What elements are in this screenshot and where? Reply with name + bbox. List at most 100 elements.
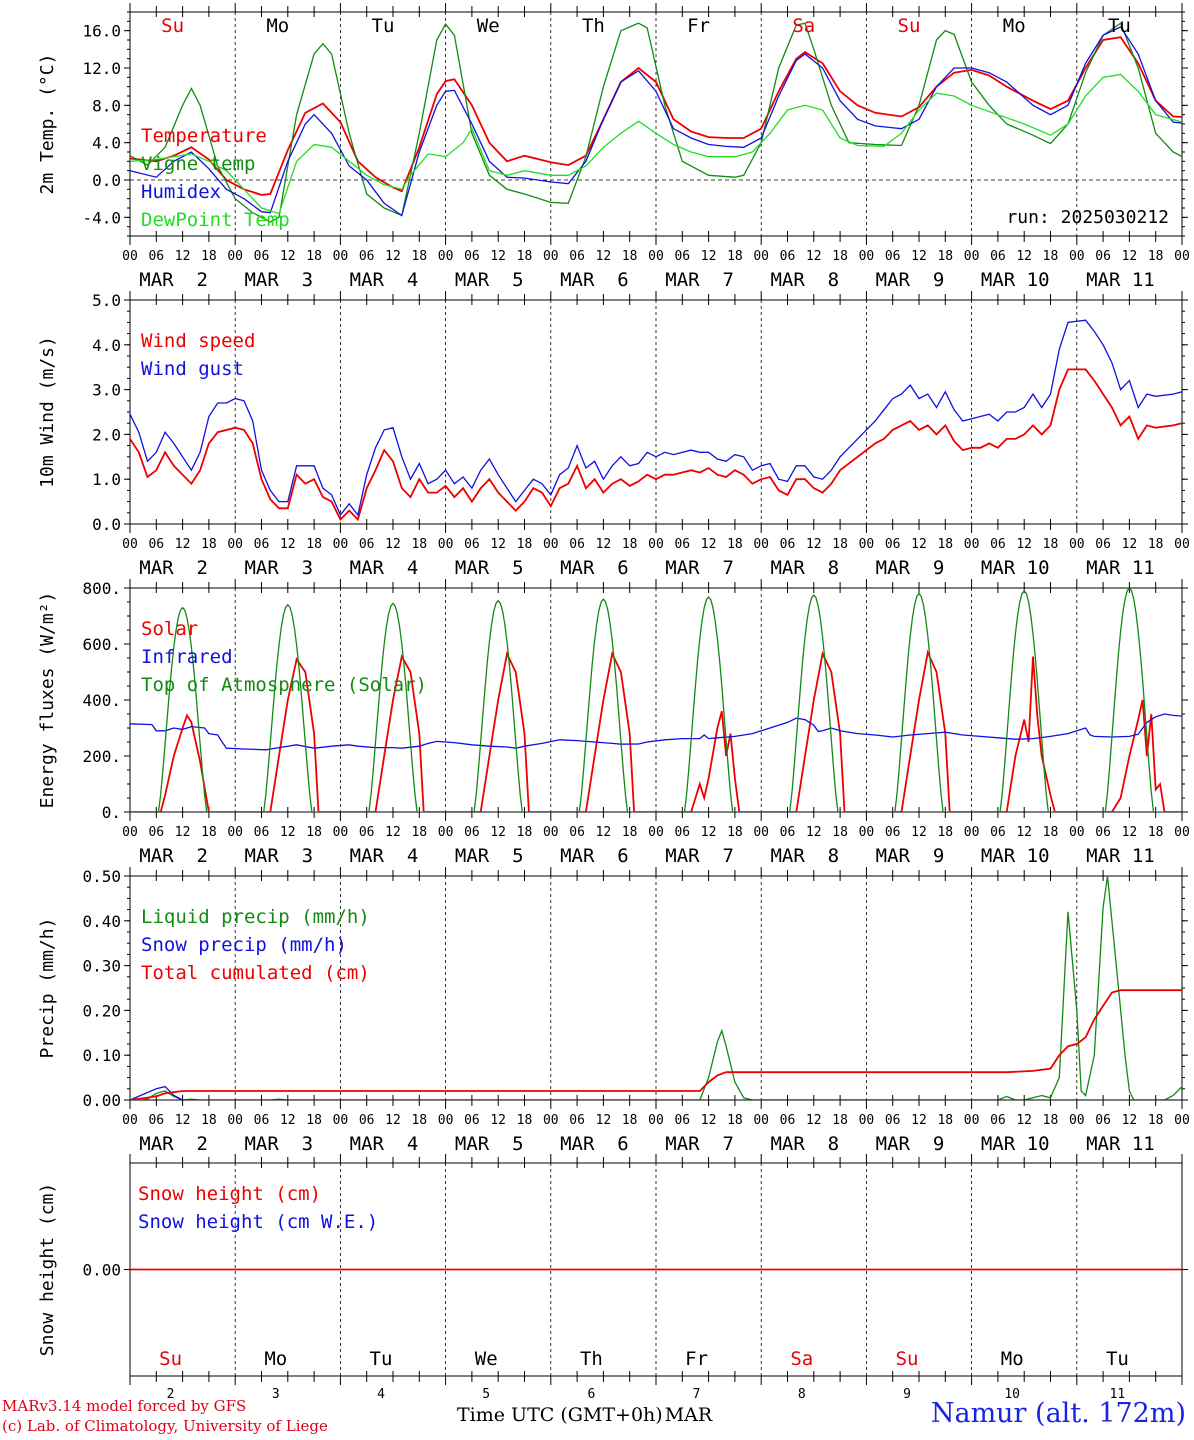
hour-tick-label: 06 <box>464 537 480 552</box>
date-label: MAR 8 <box>770 557 839 579</box>
day-number: 11 <box>1110 1387 1126 1402</box>
hour-tick-label: 18 <box>1043 537 1059 552</box>
hour-tick-label: 18 <box>411 825 427 840</box>
y-tick-label: 3.0 <box>92 381 121 400</box>
hour-tick-label: 00 <box>333 1113 349 1128</box>
hour-tick-label: 00 <box>859 1113 875 1128</box>
hour-tick-label: 12 <box>175 537 191 552</box>
hour-tick-label: 12 <box>280 1113 296 1128</box>
hour-tick-label: 12 <box>911 1113 927 1128</box>
hour-tick-label: 12 <box>596 537 612 552</box>
chart-panel-5: 0.00 Snow height (cm) Snow height (cm) Snow… <box>37 1154 1188 1385</box>
date-label: MAR 7 <box>665 269 734 291</box>
hour-tick-label: 18 <box>1148 1113 1164 1128</box>
y-tick-label: 5.0 <box>92 291 121 310</box>
legend-entry: Vigne temp <box>141 153 255 175</box>
hour-tick-label: 12 <box>1122 825 1138 840</box>
station-name: Namur (alt. 172m) <box>930 1398 1186 1429</box>
hour-tick-label: 18 <box>727 537 743 552</box>
day-name-top: Mo <box>266 15 289 37</box>
hour-tick-label: 06 <box>885 249 901 264</box>
hour-tick-label: 06 <box>254 249 270 264</box>
hour-tick-label: 00 <box>648 1113 664 1128</box>
date-label: MAR 8 <box>770 269 839 291</box>
chart-panel-4: 0.50 0.40 0.30 0.20 0.10 0.00 Precip (mm/h) Liq… <box>37 867 1190 1155</box>
date-label: MAR 5 <box>455 845 524 867</box>
legend-entry: Wind gust <box>141 358 244 380</box>
date-label: MAR 8 <box>770 1133 839 1155</box>
hour-tick-label: 06 <box>1095 1113 1111 1128</box>
day-number: 8 <box>798 1387 806 1402</box>
hour-tick-label: 00 <box>753 825 769 840</box>
hour-tick-label: 12 <box>806 1113 822 1128</box>
hour-tick-label: 06 <box>569 825 585 840</box>
plot-frame <box>129 299 1183 525</box>
hour-tick-label: 12 <box>490 249 506 264</box>
date-label: MAR 4 <box>350 1133 419 1155</box>
day-name-bottom: Fr <box>685 1348 708 1370</box>
day-name-bottom: Mo <box>1001 1348 1024 1370</box>
hour-tick-label: 18 <box>517 825 533 840</box>
hour-tick-label: 12 <box>385 825 401 840</box>
hour-tick-label: 00 <box>227 537 243 552</box>
date-label: MAR 9 <box>876 845 945 867</box>
date-label: MAR 7 <box>665 557 734 579</box>
legend-entry: Wind speed <box>141 330 255 352</box>
hour-tick-label: 06 <box>359 825 375 840</box>
date-label: MAR 11 <box>1086 557 1155 579</box>
series-line-total-cumulated-cm- <box>130 989 1182 1100</box>
hour-tick-label: 06 <box>148 1113 164 1128</box>
hour-tick-label: 06 <box>1095 537 1111 552</box>
hour-tick-label: 00 <box>1069 825 1085 840</box>
date-label: MAR 6 <box>560 269 629 291</box>
legend-entry: Snow height (cm W.E.) <box>138 1211 378 1233</box>
credits: MARv3.14 model forced by GFS (c) Lab. of… <box>2 1396 328 1436</box>
day-number: 10 <box>1004 1387 1020 1402</box>
day-number: 7 <box>693 1387 701 1402</box>
x-axis-title-text: Time UTC (GMT+0h) <box>457 1404 663 1426</box>
hour-tick-label: 00 <box>964 1113 980 1128</box>
x-axis-month: MAR <box>664 1404 713 1426</box>
day-number: 5 <box>482 1387 490 1402</box>
y-tick-label: 0.20 <box>82 1001 121 1020</box>
y-tick-label: 0. <box>102 803 121 822</box>
y-tick-label: 4.0 <box>92 134 121 153</box>
day-name-top: Mo <box>1003 15 1026 37</box>
hour-tick-label: 00 <box>1069 537 1085 552</box>
hour-tick-label: 18 <box>937 249 953 264</box>
hour-tick-label: 18 <box>1148 249 1164 264</box>
date-label: MAR 10 <box>981 845 1050 867</box>
day-name-bottom: Sa <box>790 1348 813 1370</box>
day-name-bottom: Su <box>159 1348 182 1370</box>
panels: 16.0 12.0 8.0 4.0 0.0 -4.0 2m Temp. (°C) Temper… <box>37 3 1190 1385</box>
y-tick-label: 800. <box>82 579 121 598</box>
date-label: MAR 10 <box>981 557 1050 579</box>
hour-tick-label: 06 <box>780 1113 796 1128</box>
date-label: MAR 3 <box>244 269 313 291</box>
day-name-top: Sa <box>792 15 815 37</box>
hour-tick-label: 12 <box>806 825 822 840</box>
day-name-top: We <box>477 15 500 37</box>
date-label: MAR 2 <box>139 1133 208 1155</box>
day-name-top: Tu <box>372 15 395 37</box>
chart-panel-3: 800. 600. 400. 200. 0. Energy fluxes (W/m²) So… <box>37 579 1190 867</box>
date-label: MAR 10 <box>981 269 1050 291</box>
hour-tick-label: 12 <box>806 249 822 264</box>
hour-tick-label: 06 <box>1095 249 1111 264</box>
series-line-snow-precip-mm-h- <box>130 1085 1182 1100</box>
hour-tick-label: 06 <box>254 1113 270 1128</box>
hour-tick-label: 06 <box>254 825 270 840</box>
series-line-liquid-precip-mm-h- <box>130 876 1182 1100</box>
hour-tick-label: 12 <box>175 1113 191 1128</box>
hour-tick-label: 00 <box>648 249 664 264</box>
hour-tick-label: 18 <box>622 1113 638 1128</box>
hour-tick-label: 18 <box>1148 825 1164 840</box>
hour-tick-label: 12 <box>911 825 927 840</box>
hour-tick-label: 18 <box>1043 825 1059 840</box>
legend-entry: Temperature <box>141 125 267 147</box>
hour-tick-label: 06 <box>464 1113 480 1128</box>
hour-tick-label: 12 <box>280 249 296 264</box>
y-tick-label: 0.50 <box>82 867 121 886</box>
hour-tick-label: 18 <box>306 249 322 264</box>
